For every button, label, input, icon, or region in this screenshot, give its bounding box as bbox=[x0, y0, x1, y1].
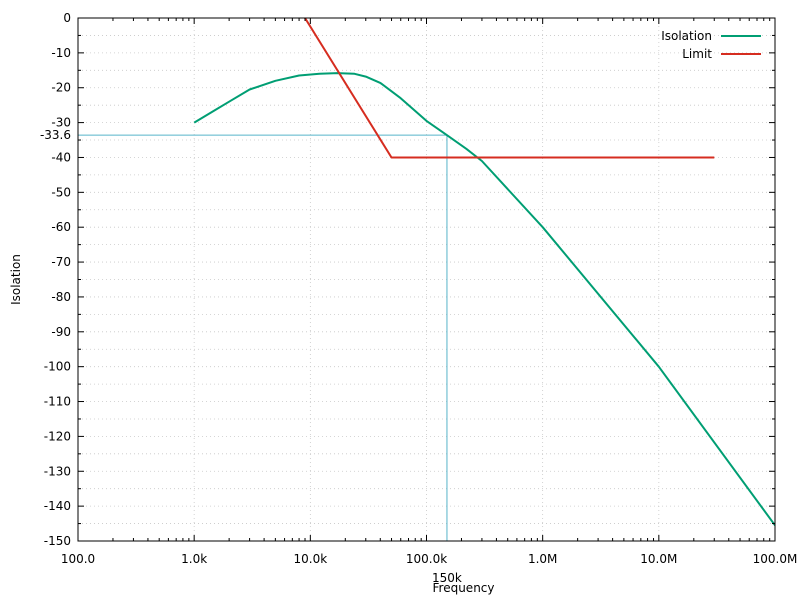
y-tick-label: -100 bbox=[44, 360, 71, 374]
x-tick-label: 10.0M bbox=[640, 552, 677, 566]
y-tick-label: -70 bbox=[51, 255, 71, 269]
annotation-lines bbox=[78, 134, 448, 541]
legend-label-limit: Limit bbox=[682, 47, 712, 61]
x-tick-label: 1.0k bbox=[181, 552, 207, 566]
y-axis-title: Isolation bbox=[9, 254, 23, 305]
legend-label-isolation: Isolation bbox=[661, 29, 712, 43]
y-tick-label: -110 bbox=[44, 395, 71, 409]
y-tick-label: -10 bbox=[51, 46, 71, 60]
y-tick-label: -40 bbox=[51, 150, 71, 164]
y-tick-label: -60 bbox=[51, 220, 71, 234]
series-line-isolation bbox=[193, 72, 775, 526]
marker-label-x: 150k bbox=[432, 571, 462, 585]
series-line-limit bbox=[304, 18, 715, 159]
y-tick-label: -140 bbox=[44, 499, 71, 513]
marker-label-y: -33.6 bbox=[40, 128, 71, 142]
x-tick-label: 1.0M bbox=[528, 552, 557, 566]
x-tick-label: 100.0k bbox=[406, 552, 447, 566]
y-tick-label: -50 bbox=[51, 185, 71, 199]
y-tick-label: -120 bbox=[44, 429, 71, 443]
x-tick-label: 100.0M bbox=[753, 552, 798, 566]
x-axis-title: Frequency bbox=[433, 581, 495, 595]
y-tick-label: -30 bbox=[51, 116, 71, 130]
legend: Isolation Limit bbox=[661, 29, 761, 61]
y-tick-label: -80 bbox=[51, 290, 71, 304]
y-tick-label: -130 bbox=[44, 464, 71, 478]
grid bbox=[78, 18, 775, 541]
series-lines bbox=[193, 18, 775, 526]
y-tick-label: 0 bbox=[63, 11, 71, 25]
tick-labels: 0 -10 -20 -30 -40 -50 -60 -70 -80 -90 -100 -110 -120… bbox=[40, 11, 797, 585]
y-tick-label: -20 bbox=[51, 81, 71, 95]
x-tick-label: 100.0 bbox=[61, 552, 95, 566]
tick-marks bbox=[77, 17, 776, 542]
y-tick-label: -150 bbox=[44, 534, 71, 548]
y-tick-label: -90 bbox=[51, 325, 71, 339]
x-tick-label: 10.0k bbox=[293, 552, 327, 566]
